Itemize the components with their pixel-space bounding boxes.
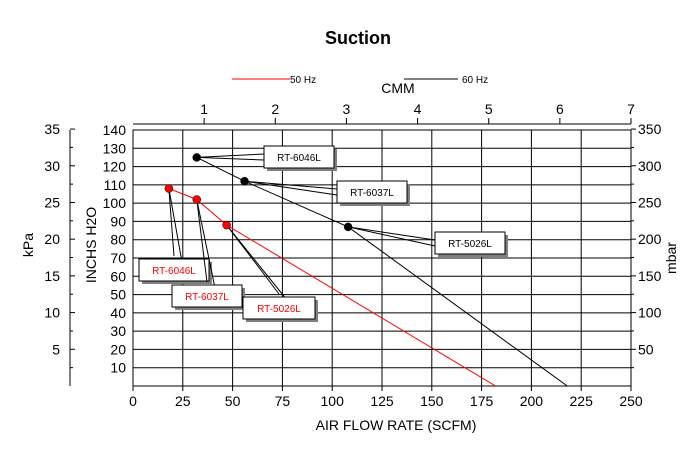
data-point bbox=[240, 176, 249, 186]
annotation-callout: RT-5026L bbox=[343, 222, 508, 257]
y-tick-label: 60 bbox=[110, 268, 126, 284]
data-point bbox=[343, 222, 353, 232]
callout-box bbox=[171, 284, 243, 308]
x-tick-label: 0 bbox=[129, 393, 137, 409]
annotation-callout: RT-6037L bbox=[171, 195, 245, 310]
chart-title: Suction bbox=[325, 28, 391, 48]
callout-leader bbox=[168, 188, 175, 257]
x-tick-label: 175 bbox=[470, 393, 494, 409]
callout-leader bbox=[168, 188, 183, 263]
x-tick-label: 75 bbox=[275, 393, 291, 409]
annotation-callout: RT-6046L bbox=[138, 184, 212, 284]
series-line bbox=[196, 156, 568, 387]
legend: 50 Hz 60 Hz bbox=[232, 75, 488, 86]
legend-label: 50 Hz bbox=[290, 75, 316, 86]
x-tick-label: 50 bbox=[225, 393, 241, 409]
callout-label: RT-5026L bbox=[257, 304, 301, 315]
grid bbox=[132, 129, 632, 387]
series-line bbox=[168, 188, 496, 387]
callout-leader bbox=[196, 156, 265, 161]
x-tick-label: 250 bbox=[619, 393, 643, 409]
callout-leader bbox=[348, 226, 436, 247]
mbar-tick-label: 350 bbox=[638, 121, 662, 137]
mbar-tick-label: 250 bbox=[638, 194, 662, 210]
x-tick-label: 225 bbox=[570, 393, 594, 409]
y-tick-label: 140 bbox=[103, 122, 127, 138]
y-tick-label: 90 bbox=[110, 213, 126, 229]
callout-leader bbox=[196, 153, 265, 158]
callout-label: RT-6037L bbox=[350, 188, 394, 199]
y-tick-label: 130 bbox=[103, 140, 127, 156]
kpa-tick-label: 35 bbox=[44, 121, 60, 137]
kpa-tick-label: 30 bbox=[44, 158, 60, 174]
data-point bbox=[164, 184, 174, 193]
mbar-tick-label: 100 bbox=[638, 305, 662, 321]
y-tick-label: 50 bbox=[110, 287, 126, 303]
x2-tick-label: 7 bbox=[627, 101, 635, 117]
y-tick-label: 120 bbox=[103, 159, 127, 175]
x2-tick-label: 2 bbox=[271, 101, 279, 117]
legend-label: 60 Hz bbox=[462, 75, 488, 86]
y-tick-label: 110 bbox=[104, 177, 127, 193]
data-point bbox=[222, 220, 231, 230]
kpa-tick-label: 20 bbox=[44, 231, 60, 247]
callout-label: RT-6037L bbox=[185, 292, 229, 303]
series-layer bbox=[168, 156, 568, 387]
x-tick-label: 100 bbox=[321, 393, 345, 409]
y-tick-label: 30 bbox=[110, 323, 126, 339]
y-tick-label: 10 bbox=[110, 360, 126, 376]
annotation-callout: RT-6037L bbox=[240, 176, 410, 206]
mbar-tick-label: 150 bbox=[638, 268, 662, 284]
x2-tick-label: 1 bbox=[200, 101, 208, 117]
annotation-callout: RT-5026L bbox=[222, 220, 318, 322]
y-axis-label: INCHS H2O bbox=[83, 207, 99, 283]
callout-label: RT-5026L bbox=[448, 239, 492, 250]
kpa-tick-label: 5 bbox=[52, 341, 60, 357]
y-tick-label: 70 bbox=[110, 250, 126, 266]
x-tick-label: 25 bbox=[175, 393, 191, 409]
kpa-axis-label: kPa bbox=[20, 233, 36, 257]
annotations: RT-6046L RT-6037L RT-5026L RT-6046L RT-6037L… bbox=[138, 145, 508, 322]
mbar-tick-label: 200 bbox=[638, 231, 662, 247]
callout-leader bbox=[226, 224, 288, 301]
callout-box bbox=[242, 296, 316, 320]
y-tick-label: 20 bbox=[110, 341, 126, 357]
x-tick-label: 125 bbox=[370, 393, 394, 409]
x2-axis-label: CMM bbox=[381, 80, 414, 96]
axes: 0 25 50 75 100 125 150 175 200 225 250102030405060… bbox=[44, 101, 661, 409]
x-tick-label: 150 bbox=[420, 393, 444, 409]
callout-leader bbox=[244, 180, 338, 196]
data-point bbox=[192, 195, 201, 204]
kpa-tick-label: 10 bbox=[44, 305, 60, 321]
data-point bbox=[192, 153, 201, 162]
y-tick-label: 40 bbox=[110, 305, 126, 321]
x-axis-label: AIR FLOW RATE (SCFM) bbox=[316, 417, 477, 433]
y-tick-label: 100 bbox=[103, 195, 127, 211]
callout-box bbox=[138, 258, 210, 282]
mbar-axis-label: mbar bbox=[663, 242, 679, 274]
annotation-callout: RT-6046L bbox=[192, 145, 337, 171]
mbar-tick-label: 50 bbox=[638, 341, 654, 357]
callout-leader bbox=[348, 226, 436, 241]
callout-box bbox=[434, 231, 506, 255]
callout-leader bbox=[196, 199, 216, 289]
y-tick-label: 80 bbox=[110, 232, 126, 248]
callout-box bbox=[336, 180, 408, 204]
mbar-tick-label: 300 bbox=[638, 158, 662, 174]
callout-leader bbox=[244, 180, 338, 190]
x2-tick-label: 4 bbox=[414, 101, 422, 117]
kpa-tick-label: 25 bbox=[44, 194, 60, 210]
kpa-tick-label: 15 bbox=[44, 268, 60, 284]
x-tick-label: 200 bbox=[520, 393, 544, 409]
callout-box bbox=[263, 145, 335, 169]
callout-label: RT-6046L bbox=[152, 266, 196, 277]
x2-tick-label: 6 bbox=[556, 101, 564, 117]
callout-leader bbox=[196, 199, 208, 283]
x2-tick-label: 5 bbox=[485, 101, 493, 117]
x2-tick-label: 3 bbox=[343, 101, 351, 117]
callout-label: RT-6046L bbox=[277, 153, 321, 164]
